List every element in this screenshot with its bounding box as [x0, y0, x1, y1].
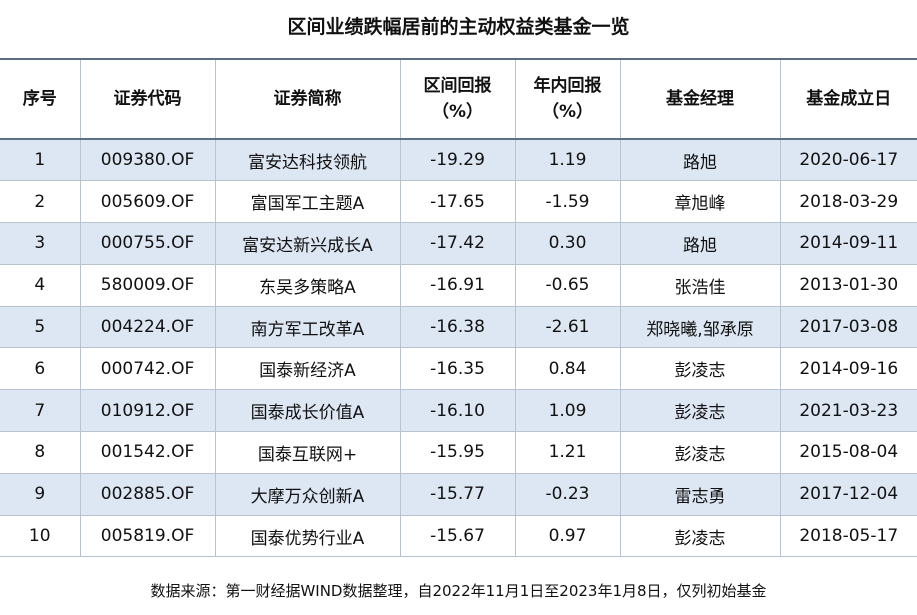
table-cell: -16.38	[399, 306, 515, 349]
header-cell: 证券简称	[214, 59, 400, 140]
table-cell: 8	[0, 431, 80, 474]
table-cell: 005819.OF	[79, 515, 215, 558]
table-cell: 国泰优势行业A	[214, 515, 400, 558]
table-cell: 2013-01-30	[779, 264, 917, 307]
header-cell: 基金经理	[619, 59, 780, 140]
table-cell: 雷志勇	[619, 473, 780, 516]
table-body: 1 009380.OF 富安达科技领航 -19.29 1.19 路旭 2020-06-17 2…	[0, 139, 917, 558]
table-cell: 2	[0, 180, 80, 224]
table-cell: -17.65	[399, 180, 515, 224]
table-cell: 富国军工主题A	[214, 180, 400, 224]
header-cell: 基金成立日	[779, 59, 917, 140]
table-cell: -0.65	[514, 264, 620, 307]
table-cell: 0.97	[514, 515, 620, 558]
header-cell: 区间回报 （%）	[399, 59, 515, 140]
table-cell: 彭凌志	[619, 515, 780, 558]
header-row: 序号 证券代码 证券简称 区间回报 （%） 年内回报 （%） 基金经理 基金成立日	[0, 59, 917, 140]
table-cell: 4	[0, 264, 80, 307]
table-row: 10 005819.OF 国泰优势行业A -15.67 0.97 彭凌志 2018-05-1…	[0, 515, 917, 558]
table-cell: 5	[0, 306, 80, 349]
table-cell: -15.95	[399, 431, 515, 474]
table-cell: -2.61	[514, 306, 620, 349]
table-cell: 2020-06-17	[779, 139, 917, 182]
table-cell: 002885.OF	[79, 473, 215, 516]
table-row: 2 005609.OF 富国军工主题A -17.65 -1.59 章旭峰 2018-03-2…	[0, 180, 917, 224]
table-cell: 7	[0, 389, 80, 433]
table-cell: 6	[0, 347, 80, 391]
header-cell: 序号	[0, 59, 80, 140]
table-cell: 1	[0, 139, 80, 182]
table-cell: 004224.OF	[79, 306, 215, 349]
table-cell: 005609.OF	[79, 180, 215, 224]
table-row: 8 001542.OF 国泰互联网+ -15.95 1.21 彭凌志 2015-08-04	[0, 431, 917, 474]
table-cell: -16.35	[399, 347, 515, 391]
table-cell: 国泰互联网+	[214, 431, 400, 474]
table-cell: 580009.OF	[79, 264, 215, 307]
fund-table: 序号 证券代码 证券简称 区间回报 （%） 年内回报 （%） 基金经理 基金成立日 1 009…	[0, 58, 917, 558]
table-row: 1 009380.OF 富安达科技领航 -19.29 1.19 路旭 2020-06-17	[0, 139, 917, 182]
header-cell: 年内回报 （%）	[514, 59, 620, 140]
table-cell: 2018-05-17	[779, 515, 917, 558]
table-cell: 010912.OF	[79, 389, 215, 433]
table-cell: 东吴多策略A	[214, 264, 400, 307]
table-cell: -15.67	[399, 515, 515, 558]
table-row: 9 002885.OF 大摩万众创新A -15.77 -0.23 雷志勇 2017-12-0…	[0, 473, 917, 516]
table-cell: 路旭	[619, 139, 780, 182]
table-cell: 2021-03-23	[779, 389, 917, 433]
table-cell: 009380.OF	[79, 139, 215, 182]
table-cell: 富安达新兴成长A	[214, 222, 400, 265]
table-cell: 郑晓曦,邹承原	[619, 306, 780, 349]
table-cell: 路旭	[619, 222, 780, 265]
table-cell: -15.77	[399, 473, 515, 516]
table-cell: 2017-03-08	[779, 306, 917, 349]
table-cell: 1.09	[514, 389, 620, 433]
table-cell: 0.84	[514, 347, 620, 391]
table-cell: -1.59	[514, 180, 620, 224]
table-cell: 1.21	[514, 431, 620, 474]
table-cell: 000755.OF	[79, 222, 215, 265]
table-row: 4 580009.OF 东吴多策略A -16.91 -0.65 张浩佳 2013-01-30	[0, 264, 917, 307]
table-cell: 2014-09-11	[779, 222, 917, 265]
table-cell: 章旭峰	[619, 180, 780, 224]
table-cell: 1.19	[514, 139, 620, 182]
table-row: 7 010912.OF 国泰成长价值A -16.10 1.09 彭凌志 2021-03-23	[0, 389, 917, 433]
table-cell: 2018-03-29	[779, 180, 917, 224]
header-cell: 证券代码	[79, 59, 215, 140]
source-note: 数据来源：第一财经据WIND数据整理，自2022年11月1日至2023年1月8日…	[150, 582, 767, 600]
table-header: 序号 证券代码 证券简称 区间回报 （%） 年内回报 （%） 基金经理 基金成立日	[0, 59, 917, 140]
table-cell: 2015-08-04	[779, 431, 917, 474]
table-cell: 南方军工改革A	[214, 306, 400, 349]
table-cell: 国泰新经济A	[214, 347, 400, 391]
table-cell: 国泰成长价值A	[214, 389, 400, 433]
table-title: 区间业绩跌幅居前的主动权益类基金一览	[287, 16, 630, 38]
table-row: 6 000742.OF 国泰新经济A -16.35 0.84 彭凌志 2014-09-16	[0, 347, 917, 391]
table-cell: 彭凌志	[619, 431, 780, 474]
table-cell: 富安达科技领航	[214, 139, 400, 182]
table-cell: -16.91	[399, 264, 515, 307]
table-cell: -16.10	[399, 389, 515, 433]
table-cell: 001542.OF	[79, 431, 215, 474]
table-row: 5 004224.OF 南方军工改革A -16.38 -2.61 郑晓曦,邹承原 2017-…	[0, 306, 917, 349]
table-cell: -17.42	[399, 222, 515, 265]
table-cell: 000742.OF	[79, 347, 215, 391]
table-cell: 2017-12-04	[779, 473, 917, 516]
table-cell: 彭凌志	[619, 389, 780, 433]
table-row: 3 000755.OF 富安达新兴成长A -17.42 0.30 路旭 2014-09-11	[0, 222, 917, 265]
table-cell: 彭凌志	[619, 347, 780, 391]
table-cell: 0.30	[514, 222, 620, 265]
table-cell: -19.29	[399, 139, 515, 182]
table-cell: 10	[0, 515, 80, 558]
table-cell: 2014-09-16	[779, 347, 917, 391]
table-cell: 张浩佳	[619, 264, 780, 307]
table-cell: 9	[0, 473, 80, 516]
table-cell: 3	[0, 222, 80, 265]
table-cell: -0.23	[514, 473, 620, 516]
table-cell: 大摩万众创新A	[214, 473, 400, 516]
